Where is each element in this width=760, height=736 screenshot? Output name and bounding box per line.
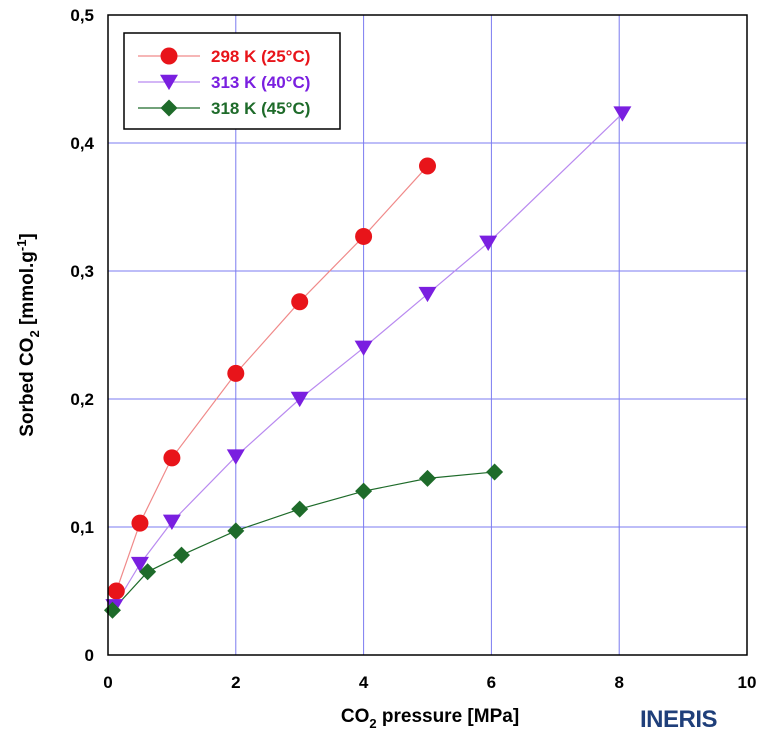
- data-point-0: [227, 364, 245, 382]
- grid: [108, 15, 747, 655]
- data-point-2: [355, 482, 373, 500]
- plot-frame: [107, 14, 748, 656]
- series-line-1: [113, 113, 623, 607]
- x-tick-label: 8: [614, 673, 623, 692]
- data-point-1: [613, 106, 632, 122]
- y-axis-title: Sorbed CO2 [mmol.g-1]: [14, 233, 42, 437]
- data-point-2: [291, 500, 309, 518]
- legend-label: 318 K (45°C): [211, 99, 310, 118]
- y-tick-label: 0,3: [70, 262, 94, 281]
- x-axis-title-sub: 2: [369, 716, 376, 731]
- x-axis-title-main: CO: [341, 706, 370, 727]
- data-point-0: [131, 514, 149, 532]
- legend-label: 313 K (40°C): [211, 73, 310, 92]
- series-line-2: [112, 471, 495, 611]
- y-axis-title-c: ]: [17, 233, 38, 239]
- series-lines: [112, 113, 623, 611]
- legend-marker: [160, 74, 178, 91]
- legend-label: 298 K (25°C): [211, 47, 310, 66]
- y-tick-label: 0: [85, 646, 94, 665]
- y-tick-label: 0,5: [70, 6, 94, 25]
- legend-marker: [160, 47, 178, 65]
- legend: 298 K (25°C) 313 K (40°C) 318 K (45°C): [123, 32, 341, 130]
- data-point-1: [479, 235, 498, 251]
- data-point-2: [227, 522, 245, 540]
- data-point-0: [355, 227, 373, 245]
- x-tick-label: 10: [738, 673, 757, 692]
- y-tick-label: 0,4: [70, 134, 94, 153]
- data-point-2: [139, 563, 157, 581]
- x-tick-label: 4: [359, 673, 369, 692]
- data-point-1: [418, 286, 437, 303]
- ineris-logo: INERIS: [640, 706, 718, 733]
- data-point-2: [172, 546, 190, 564]
- data-point-0: [291, 293, 309, 311]
- y-axis-title-b: [mmol.g: [17, 251, 38, 330]
- legend-box: [123, 32, 341, 130]
- data-point-0: [163, 449, 181, 467]
- data-point-1: [290, 391, 309, 408]
- data-point-2: [486, 463, 504, 481]
- data-point-1: [130, 556, 149, 573]
- y-axis-title-a: Sorbed CO: [17, 338, 38, 437]
- logo-text: INERIS: [640, 706, 718, 733]
- x-tick-label: 6: [487, 673, 496, 692]
- y-axis-title-sub: 2: [27, 330, 42, 337]
- data-point-1: [162, 514, 181, 530]
- y-axis-title-sup: -1: [14, 240, 29, 252]
- x-tick-label: 2: [231, 673, 240, 692]
- legend-items: 298 K (25°C) 313 K (40°C) 318 K (45°C): [138, 47, 310, 118]
- x-tick-labels: 0 2 4 6 8 10: [103, 673, 756, 692]
- x-axis-title-rest: pressure [MPa]: [377, 706, 520, 727]
- y-tick-label: 0,1: [70, 518, 94, 537]
- y-tick-label: 0,2: [70, 390, 94, 409]
- data-point-1: [354, 340, 373, 356]
- x-axis-title: CO2 pressure [MPa]: [341, 706, 519, 731]
- series-markers: [103, 106, 632, 619]
- data-point-0: [107, 582, 125, 600]
- legend-marker: [160, 99, 178, 117]
- y-tick-labels: 0 0,1 0,2 0,3 0,4 0,5: [70, 6, 94, 665]
- x-tick-label: 0: [103, 673, 112, 692]
- data-point-0: [419, 157, 436, 175]
- data-point-1: [226, 449, 245, 465]
- data-point-2: [419, 469, 436, 487]
